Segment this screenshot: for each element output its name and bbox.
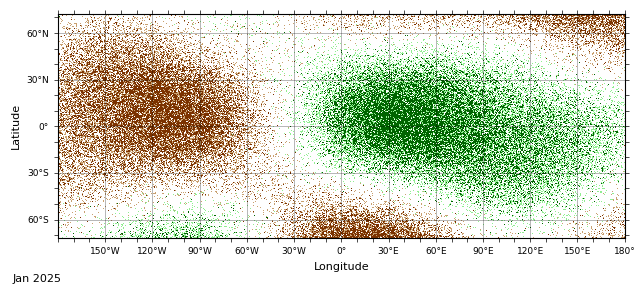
Y-axis label: Latitude: Latitude	[11, 103, 21, 149]
X-axis label: Longitude: Longitude	[314, 262, 369, 272]
Text: Jan 2025: Jan 2025	[13, 274, 62, 284]
